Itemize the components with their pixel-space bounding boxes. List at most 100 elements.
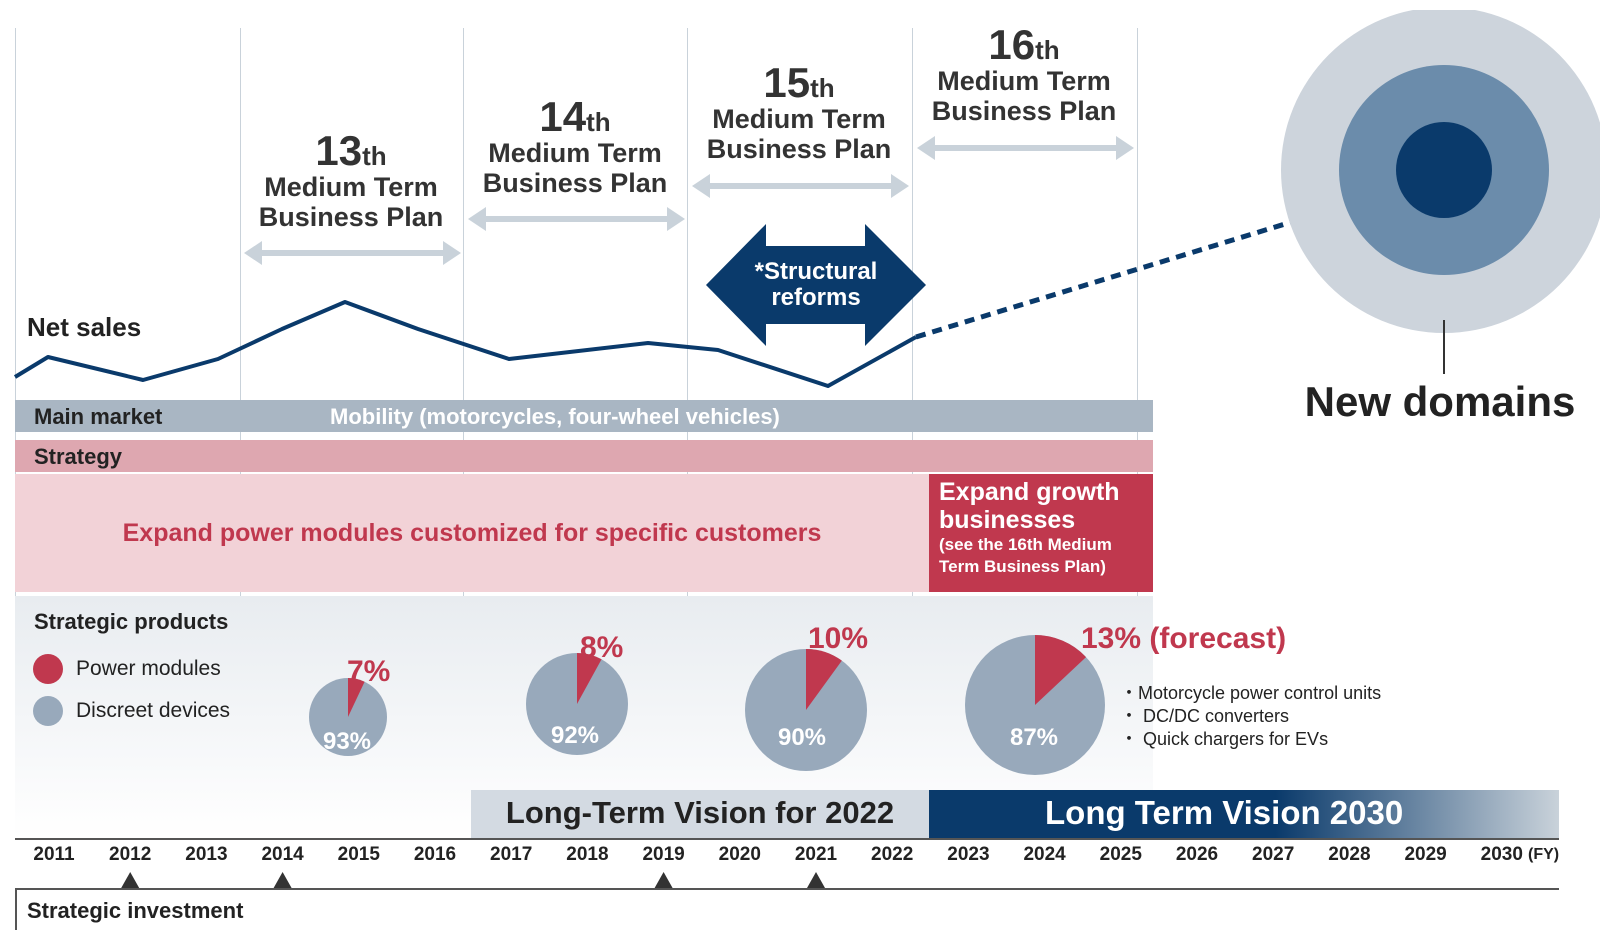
- pie-power-slice: [806, 649, 842, 710]
- plan-14-period-arrow: [468, 207, 685, 231]
- strategic-products-title: Strategic products: [34, 609, 229, 634]
- year-label: 2027: [1252, 844, 1295, 865]
- year-label: 2013: [185, 844, 228, 865]
- plan-14-heading: 14th Medium Term Business Plan: [465, 96, 685, 199]
- plan-number: 16: [988, 21, 1036, 68]
- fy-label: (FY): [1528, 846, 1560, 863]
- plan-line1: Medium Term: [264, 172, 438, 202]
- discrete-devices-legend-dot: [33, 696, 63, 726]
- divider-line: [912, 28, 913, 838]
- year-label: 2016: [413, 844, 457, 865]
- new-domains-target: [1281, 10, 1600, 374]
- plan-suffix: th: [362, 141, 387, 171]
- plan-line2: Business Plan: [482, 168, 668, 198]
- structural-reforms-label: *Structural reforms: [736, 259, 896, 311]
- strategy-right-box: [929, 474, 1153, 592]
- year-label: 2021: [794, 844, 838, 865]
- plan-line2: Business Plan: [706, 134, 892, 164]
- plan-suffix: th: [1035, 35, 1060, 65]
- pie-2-discrete-label: 92%: [550, 722, 600, 749]
- vision-2022-label: Long-Term Vision for 2022: [505, 795, 895, 830]
- year-label: 2023: [947, 844, 990, 865]
- investment-marker-triangle: [807, 872, 825, 888]
- pie-4-power-label: 13% (forecast): [1081, 622, 1287, 655]
- strategy-left-box: [15, 474, 929, 592]
- year-axis-line: [15, 838, 1559, 840]
- investment-marker-triangle: [654, 872, 673, 888]
- divider-line: [463, 28, 464, 838]
- divider-line: [15, 28, 16, 838]
- structural-reforms-line2: reforms: [771, 284, 861, 311]
- plan-15-heading: 15th Medium Term Business Plan: [689, 62, 909, 165]
- structural-reforms-arrow: [706, 224, 926, 346]
- vision-2022-bar: [471, 790, 929, 838]
- discrete-devices-legend-label: Discreet devices: [76, 699, 231, 722]
- main-market-value: Mobility (motorcycles, four-wheel vehicl…: [330, 404, 780, 429]
- pie-4-discrete-label: 87%: [1009, 724, 1059, 751]
- year-label: 2030: [1480, 844, 1523, 865]
- plan-line1: Medium Term: [712, 104, 886, 134]
- plan-13-period-arrow: [244, 241, 461, 265]
- strategy-right-note-2: Term Business Plan): [939, 557, 1106, 576]
- year-label: 2026: [1175, 844, 1219, 865]
- year-label: 2028: [1328, 844, 1371, 865]
- pie-power-slice: [1035, 635, 1087, 705]
- plan-16-heading: 16th Medium Term Business Plan: [914, 21, 1134, 127]
- plan-suffix: th: [586, 107, 611, 137]
- power-modules-legend-label: Power modules: [76, 657, 221, 680]
- plan-16-period-arrow: [917, 136, 1134, 160]
- product-bullet: ・ Quick chargers for EVs: [1120, 729, 1329, 749]
- main-market-label: Main market: [34, 404, 163, 429]
- plan-line1: Medium Term: [488, 138, 662, 168]
- pie-power-slice: [348, 678, 365, 717]
- strategy-right-title-1: Expand growth: [939, 478, 1120, 506]
- vision-2030-bar: [929, 790, 1559, 838]
- year-label: 2011: [33, 844, 75, 865]
- vision-2030-label: Long Term Vision 2030: [1045, 794, 1404, 831]
- investment-marker-triangle: [121, 872, 140, 888]
- strategy-left-text: Expand power modules customized for spec…: [122, 519, 822, 547]
- year-label: 2020: [718, 844, 761, 865]
- pie-3-discrete-label: 90%: [777, 724, 827, 751]
- divider-line: [240, 28, 241, 838]
- strategy-right-note-1: (see the 16th Medium: [939, 535, 1112, 554]
- strategy-right-text: Expand growth businesses (see the 16th M…: [939, 478, 1120, 578]
- plan-15-period-arrow: [692, 174, 909, 198]
- year-label: 2029: [1404, 844, 1447, 865]
- net-sales-label: Net sales: [27, 312, 142, 342]
- pie-power-slice: [577, 653, 602, 704]
- year-label: 2014: [261, 844, 304, 865]
- divider-line: [687, 28, 688, 838]
- structural-reforms-line1: *Structural: [754, 258, 878, 285]
- plan-13-heading: 13th Medium Term Business Plan: [241, 127, 461, 233]
- plan-number: 13: [315, 127, 363, 174]
- divider-line: [1137, 28, 1138, 838]
- year-label: 2022: [871, 844, 914, 865]
- plan-suffix: th: [810, 73, 835, 103]
- product-bullet: ・ DC/DC converters: [1120, 706, 1290, 726]
- plan-line1: Medium Term: [937, 66, 1111, 96]
- year-label: 2012: [109, 844, 152, 865]
- strategy-right-title-2: businesses: [939, 506, 1076, 534]
- pie-1-power-label: 7%: [347, 655, 391, 688]
- investment-marker-triangle: [273, 872, 292, 888]
- main-market-bar: [15, 400, 1153, 432]
- power-modules-legend-dot: [33, 654, 63, 684]
- year-label: 2017: [490, 844, 533, 865]
- year-label: 2015: [337, 844, 380, 865]
- strategy-bar: [15, 440, 1153, 472]
- target-core: [1396, 122, 1492, 218]
- investment-axis-tick: [15, 888, 17, 930]
- pie-3-power-label: 10%: [808, 622, 869, 655]
- plan-line2: Business Plan: [931, 96, 1117, 126]
- pie-1-discrete-label: 93%: [322, 728, 372, 755]
- strategy-label: Strategy: [34, 444, 123, 469]
- product-bullet: ・Motorcycle power control units: [1120, 683, 1382, 703]
- plan-line2: Business Plan: [258, 202, 444, 232]
- investment-axis-line: [15, 888, 1559, 890]
